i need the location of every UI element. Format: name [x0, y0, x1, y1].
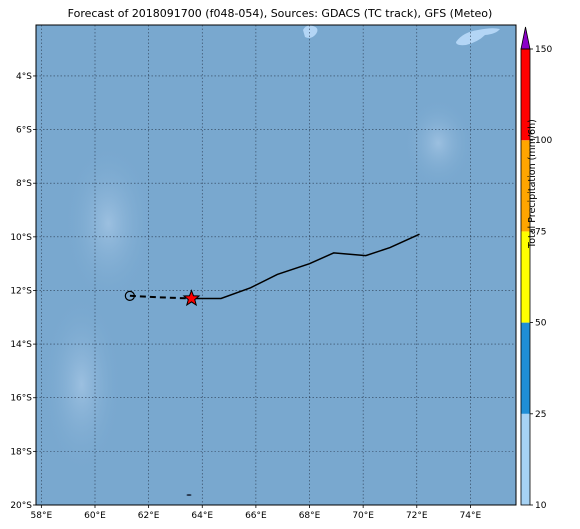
island — [303, 25, 318, 38]
y-tick-label: 10°S — [10, 233, 32, 243]
x-tick-label: 60°E — [84, 511, 106, 521]
x-tick-label: 62°E — [138, 511, 160, 521]
map-panel: 58°E 60°E 62°E 64°E 66°E 68°E 70°E 72°E 74°E 4°S 6… — [10, 24, 517, 521]
colorbar-frame — [520, 48, 531, 506]
x-tick-label: 66°E — [245, 511, 267, 521]
colorbar-label: Total Precipitation (mm/6h) — [527, 119, 538, 248]
colorbar-bin — [521, 49, 530, 141]
start-position-marker — [124, 290, 135, 301]
colorbar-tick-label: 150 — [535, 45, 552, 55]
colorbar-bin — [521, 413, 530, 505]
y-tick-label: 12°S — [10, 286, 32, 296]
precip-light-area — [41, 294, 122, 475]
colorbar: 10 25 50 75 100 150 — [520, 26, 552, 511]
precip-light-area — [63, 143, 154, 304]
colorbar-tick-label: 75 — [535, 227, 546, 237]
colorbar-bin — [521, 140, 530, 232]
y-tick-label: 8°S — [16, 179, 32, 189]
map-title: Forecast of 2018091700 (f048-054), Sourc… — [67, 7, 493, 20]
colorbar-tick-label: 50 — [535, 319, 547, 329]
precip-light-area — [403, 97, 474, 188]
island — [186, 494, 192, 496]
past-track-line — [129, 294, 192, 300]
y-tick-label: 18°S — [10, 447, 32, 457]
colorbar-tick-label: 100 — [535, 136, 552, 146]
colorbar-bin — [521, 231, 530, 323]
map-frame — [35, 24, 517, 506]
y-tick-label: 14°S — [10, 340, 32, 350]
y-tick-label: 20°S — [10, 501, 32, 511]
x-tick-label: 72°E — [406, 511, 428, 521]
x-tick-label: 68°E — [299, 511, 321, 521]
island — [456, 28, 500, 46]
x-tick-label: 58°E — [31, 511, 53, 521]
forecast-track-line — [191, 233, 420, 300]
y-tick-label: 4°S — [16, 72, 32, 82]
current-position-star — [182, 289, 201, 307]
x-tick-label: 70°E — [352, 511, 374, 521]
x-tick-label: 64°E — [191, 511, 213, 521]
colorbar-extend-arrow — [520, 26, 531, 50]
y-tick-label: 16°S — [10, 394, 32, 404]
y-tick-label: 6°S — [16, 126, 32, 136]
colorbar-tick-label: 10 — [535, 501, 547, 511]
x-tick-label: 74°E — [460, 511, 482, 521]
colorbar-bin — [521, 322, 530, 414]
colorbar-tick-label: 25 — [535, 410, 546, 420]
